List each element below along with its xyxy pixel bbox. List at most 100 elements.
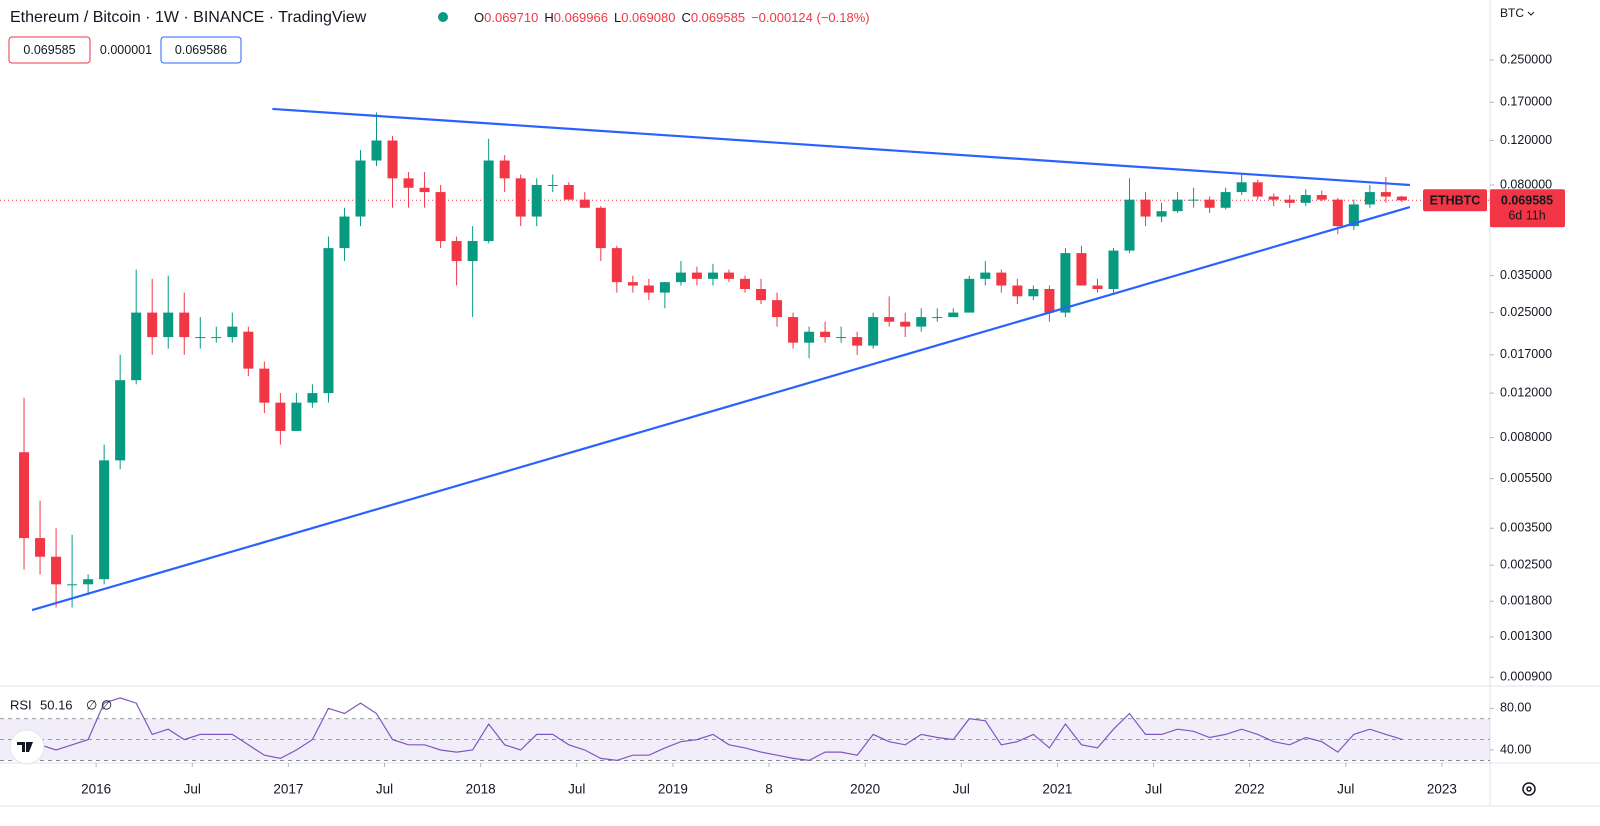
candle-body [1012,285,1023,297]
chart-title: Ethereum / Bitcoin · 1W · BINANCE · Trad… [10,9,367,26]
candle-body [1396,196,1407,201]
candle-body [355,160,366,217]
x-tick-label: Jul [376,782,393,797]
settings-icon[interactable] [1522,782,1536,796]
x-tick-label: 8 [765,782,773,797]
candle-body [243,331,254,369]
y-tick-label: 0.005500 [1500,471,1552,485]
ohlc-value: 0.069966 [554,10,608,25]
x-tick-label: 2022 [1235,782,1265,797]
y-tick-label: 0.035000 [1500,268,1552,282]
y-tick-label: 0.001300 [1500,629,1552,643]
x-tick-label: 2017 [273,782,303,797]
x-tick-label: 2019 [658,782,688,797]
candle-body [227,326,238,338]
candle-body [563,184,574,200]
trendline[interactable] [272,107,1410,187]
candle-body [35,538,46,557]
candle-body [1076,253,1087,286]
candle-body [275,402,286,431]
change-value: −0.000124 (−0.18%) [751,10,870,25]
candle-body [1380,192,1391,197]
candle-body [707,272,718,279]
logo[interactable] [9,729,45,765]
y-tick-label: 0.017000 [1500,347,1552,361]
candle-body [1140,199,1151,217]
x-tick-label: 2023 [1427,782,1457,797]
status-dot [438,12,448,22]
candle-body [1268,196,1279,200]
x-tick-label: Jul [568,782,585,797]
candle-body [884,317,895,322]
candle-body [836,337,847,339]
candle-body [467,241,478,262]
gear[interactable] [1522,782,1536,796]
candle-body [483,160,494,242]
unit-chevron[interactable] [1527,11,1535,16]
candle-body [675,272,686,283]
y-axis: 0.250000 0.170000 0.120000 0.080000 0.035000… [1490,6,1552,684]
candle-body [307,393,318,403]
candle-body [211,337,222,339]
symbol-tag: ETHBTC [1430,194,1481,208]
x-tick-label: 2021 [1042,782,1072,797]
ohlc-value: 0.069080 [621,10,675,25]
y-tick-label: 0.080000 [1500,177,1552,191]
candle-body [163,312,174,338]
x-tick-label: Jul [1337,782,1354,797]
y-tick-label: 0.001800 [1500,594,1552,608]
candle-body [643,285,654,293]
candle-body [996,272,1007,286]
candle-body [659,282,670,293]
candle-body [195,337,206,339]
x-tick-label: 2020 [850,782,880,797]
candle-body [1156,211,1167,217]
candle-body [115,380,126,461]
x-tick-label: Jul [184,782,201,797]
candle-body [99,460,110,580]
gear-hub[interactable] [1526,786,1532,792]
candle-body [147,312,158,338]
candle-body [772,300,783,318]
value-tag: 0.069585 [23,43,75,57]
candle-body [1364,192,1375,205]
candle-body [804,331,815,343]
candle-body [435,192,446,242]
candle-body [259,368,270,403]
candle-body [1332,199,1343,227]
y-tick-label: 0.008000 [1500,430,1552,444]
candle-body [83,579,94,585]
trendline[interactable] [31,206,1411,612]
candle-body [1028,288,1039,297]
candle-body [1188,199,1199,201]
value-tag: 0.069586 [175,43,227,57]
y-tick-label: 0.250000 [1500,52,1552,66]
candle-body [51,556,62,585]
countdown: 6d 11h [1508,209,1545,223]
price-tag-box [1490,189,1565,228]
y-tick-label: 0.003500 [1500,521,1552,535]
y-tick-label: 0.120000 [1500,133,1552,147]
y-tick-label: 80.00 [1500,701,1531,715]
candle-body [868,317,879,346]
value-tag-box [8,36,91,64]
x-tick-label: 2016 [81,782,111,797]
ohlc-value: 0.069585 [691,10,745,25]
candle-body [1124,199,1135,251]
candle-body [499,160,510,179]
candle-body [451,241,462,262]
price-tag: 0.069585 [1501,194,1553,208]
y-tick-label: 0.170000 [1500,95,1552,109]
candle-body [916,317,927,327]
candle-body [1092,285,1103,289]
ohlc-key: O [474,10,484,25]
logo-mark[interactable] [17,742,33,752]
candle-body [756,288,767,301]
candle-body [67,584,78,586]
symbol-tag-box [1423,189,1487,212]
candle-body [691,272,702,279]
candle-body [179,312,190,338]
